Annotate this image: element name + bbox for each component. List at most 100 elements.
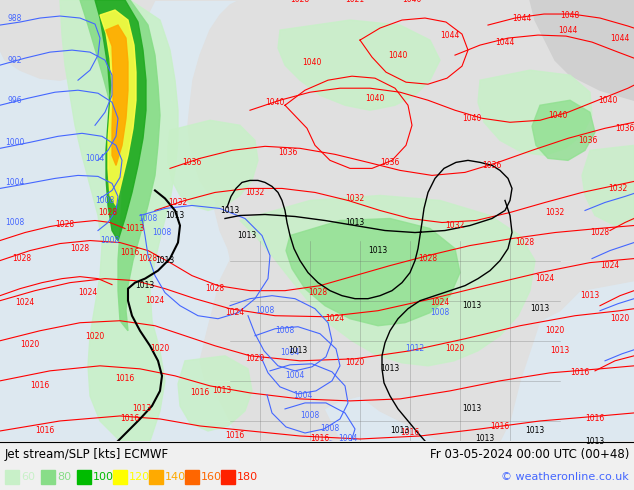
Text: 160: 160 [201, 472, 222, 482]
Text: 1020: 1020 [611, 314, 630, 323]
Bar [5, 470, 19, 484]
Text: 1028: 1028 [590, 228, 609, 237]
Polygon shape [278, 20, 440, 110]
Text: 1040: 1040 [365, 94, 385, 103]
Text: 1036: 1036 [380, 158, 399, 167]
Text: 140: 140 [165, 472, 186, 482]
Text: 1044: 1044 [512, 14, 532, 23]
Text: 1040: 1040 [462, 114, 482, 123]
Text: 1016: 1016 [190, 389, 210, 397]
Text: 1008: 1008 [320, 424, 340, 434]
Text: 1040: 1040 [302, 58, 321, 67]
Text: 1032: 1032 [346, 194, 365, 203]
Polygon shape [582, 146, 634, 225]
Text: 1040: 1040 [598, 96, 618, 105]
Text: 1013: 1013 [580, 291, 600, 300]
Text: 1004: 1004 [294, 392, 313, 400]
Bar [185, 470, 199, 484]
Polygon shape [100, 10, 136, 205]
Text: 1024: 1024 [430, 298, 450, 307]
Text: 1013: 1013 [346, 218, 365, 227]
Text: 1024: 1024 [325, 314, 345, 323]
Text: 1028: 1028 [290, 0, 309, 4]
Text: 1024: 1024 [145, 296, 165, 305]
Text: 1024: 1024 [225, 308, 245, 317]
Text: 1016: 1016 [225, 432, 245, 441]
Text: 1013: 1013 [288, 346, 307, 355]
Text: 996: 996 [8, 96, 22, 105]
Polygon shape [155, 0, 634, 441]
Polygon shape [106, 25, 128, 165]
Text: 1032: 1032 [545, 208, 565, 217]
Text: 1028: 1028 [13, 254, 32, 263]
Text: 1013: 1013 [126, 224, 145, 233]
Text: 1013: 1013 [585, 437, 605, 445]
Text: 1044: 1044 [495, 38, 515, 47]
Text: 1013: 1013 [136, 281, 155, 290]
Polygon shape [478, 70, 592, 155]
Text: 1020: 1020 [545, 326, 565, 335]
Text: Fr 03-05-2024 00:00 UTC (00+48): Fr 03-05-2024 00:00 UTC (00+48) [430, 447, 629, 461]
Text: 1016: 1016 [120, 248, 139, 257]
Text: 100: 100 [93, 472, 114, 482]
Text: 1028: 1028 [418, 254, 437, 263]
Text: 1013: 1013 [550, 346, 569, 355]
Text: 1013: 1013 [531, 304, 550, 313]
Text: 1008: 1008 [152, 228, 172, 237]
Text: 120: 120 [129, 472, 150, 482]
Text: 1008: 1008 [275, 326, 295, 335]
Text: 1013: 1013 [380, 365, 399, 373]
Text: © weatheronline.co.uk: © weatheronline.co.uk [501, 472, 629, 482]
Text: 1020: 1020 [245, 354, 264, 363]
Text: 180: 180 [237, 472, 258, 482]
Polygon shape [80, 0, 160, 331]
Text: 1032: 1032 [169, 198, 188, 207]
Text: 1036: 1036 [482, 161, 501, 170]
Text: 1020: 1020 [150, 344, 170, 353]
Text: 1028: 1028 [55, 220, 75, 229]
Text: 1020: 1020 [86, 332, 105, 341]
Text: 1024: 1024 [535, 274, 555, 283]
Text: 1020: 1020 [20, 340, 39, 349]
Text: 1013: 1013 [526, 426, 545, 436]
Text: 1008: 1008 [138, 214, 158, 223]
Bar [41, 470, 55, 484]
Text: 1044: 1044 [559, 25, 578, 35]
Text: 1013: 1013 [212, 387, 231, 395]
Text: 1024: 1024 [600, 261, 619, 270]
Text: 1013: 1013 [368, 246, 387, 255]
Text: 1008: 1008 [5, 218, 25, 227]
Polygon shape [0, 0, 155, 80]
Text: 1013: 1013 [155, 256, 174, 265]
Text: 1016: 1016 [401, 428, 420, 438]
Text: 1016: 1016 [585, 415, 605, 423]
Text: 1036: 1036 [278, 148, 298, 157]
Text: 1016: 1016 [30, 381, 49, 391]
Text: 1040: 1040 [388, 50, 408, 60]
Text: 1036: 1036 [578, 136, 598, 145]
Text: 1013: 1013 [133, 404, 152, 414]
Text: 1004: 1004 [285, 371, 305, 380]
Text: 1004: 1004 [280, 348, 300, 357]
Text: 1016: 1016 [490, 422, 510, 432]
Text: 1032: 1032 [609, 184, 628, 193]
Text: 1044: 1044 [440, 30, 460, 40]
Text: 1004: 1004 [339, 435, 358, 443]
Text: 1008: 1008 [256, 306, 275, 315]
Text: 1004: 1004 [86, 154, 105, 163]
Text: 1028: 1028 [205, 284, 224, 293]
Text: 1008: 1008 [95, 196, 115, 205]
Text: 1024: 1024 [15, 298, 35, 307]
Polygon shape [168, 120, 258, 211]
Text: 1024: 1024 [79, 288, 98, 297]
Text: 80: 80 [57, 472, 71, 482]
Text: 1048: 1048 [560, 10, 579, 20]
Polygon shape [95, 0, 146, 241]
Polygon shape [532, 100, 595, 160]
Polygon shape [530, 0, 634, 100]
Text: 992: 992 [8, 56, 22, 65]
Text: 1013: 1013 [165, 211, 184, 220]
Text: 1036: 1036 [183, 158, 202, 167]
Polygon shape [205, 171, 340, 441]
Text: 1021: 1021 [346, 0, 365, 4]
